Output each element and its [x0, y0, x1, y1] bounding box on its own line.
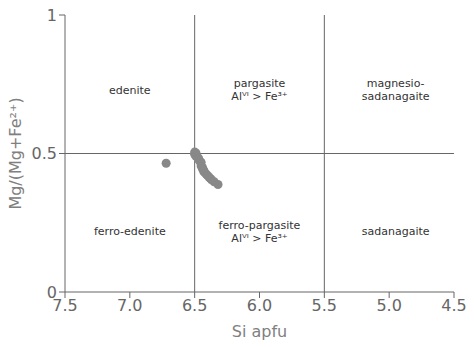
svg-text:5.0: 5.0 [376, 296, 401, 315]
svg-text:ferro-edenite: ferro-edenite [94, 225, 166, 238]
svg-text:ferro-pargasiteAlⱽᴵ > Fe³⁺: ferro-pargasiteAlⱽᴵ > Fe³⁺ [219, 218, 301, 244]
svg-text:pargasiteAlⱽᴵ > Fe³⁺: pargasiteAlⱽᴵ > Fe³⁺ [231, 77, 287, 103]
svg-text:6.0: 6.0 [247, 296, 272, 315]
svg-text:edenite: edenite [109, 83, 151, 96]
svg-text:0: 0 [47, 283, 57, 302]
svg-text:5.5: 5.5 [312, 296, 337, 315]
svg-text:Mg/(Mg+Fe²⁺): Mg/(Mg+Fe²⁺) [8, 97, 25, 209]
svg-text:Si apfu: Si apfu [232, 322, 287, 341]
svg-text:sadanagaite: sadanagaite [362, 225, 430, 238]
svg-text:magnesio-sadanagaite: magnesio-sadanagaite [362, 77, 430, 103]
svg-text:4.5: 4.5 [441, 296, 466, 315]
svg-text:0.5: 0.5 [32, 144, 57, 163]
svg-text:1: 1 [47, 6, 57, 25]
svg-text:7.0: 7.0 [117, 296, 142, 315]
svg-text:7.5: 7.5 [52, 296, 78, 316]
svg-text:6.5: 6.5 [182, 296, 207, 315]
